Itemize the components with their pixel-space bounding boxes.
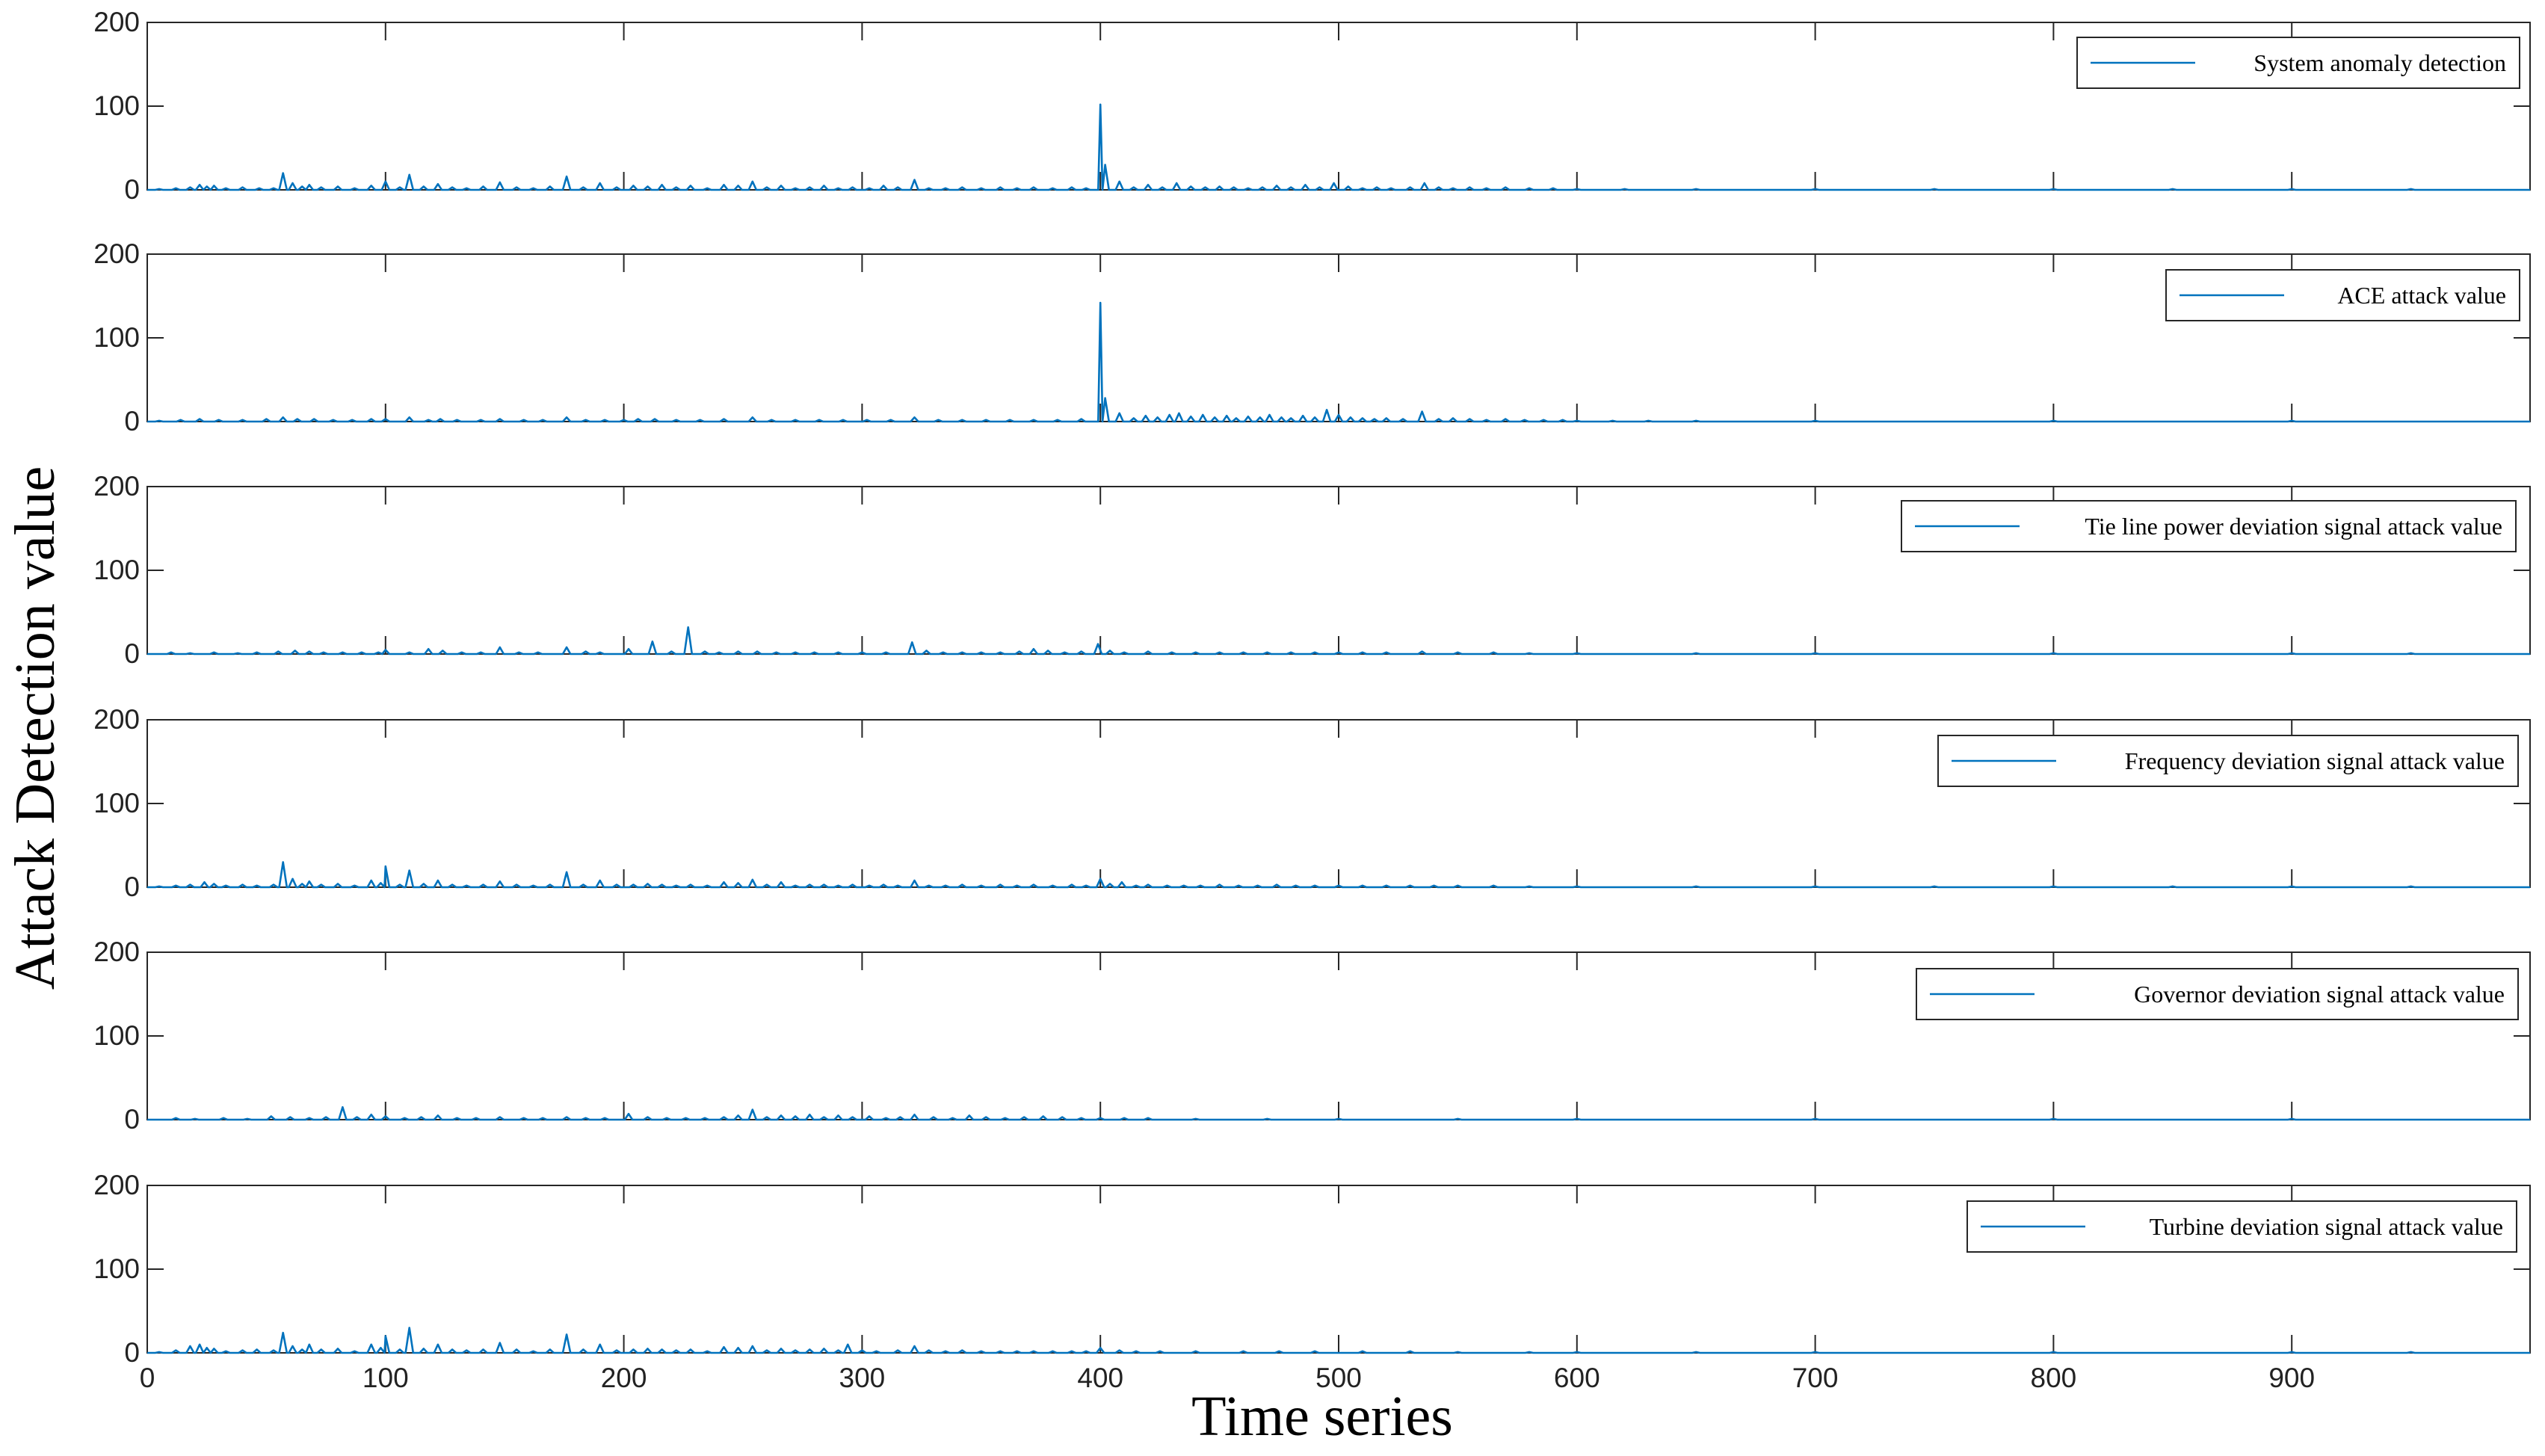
legend: ACE attack value: [2165, 269, 2520, 321]
y-tick-label: 100: [93, 788, 140, 818]
y-tick-label: 100: [93, 322, 140, 353]
y-tick-label: 0: [124, 406, 140, 437]
legend: Frequency deviation signal attack value: [1937, 735, 2519, 787]
legend: Governor deviation signal attack value: [1916, 968, 2519, 1020]
x-tick-label: 600: [1554, 1363, 1600, 1393]
legend-entry: Tie line power deviation signal attack v…: [2085, 513, 2502, 540]
y-axis-title: Attack Detection value: [4, 466, 67, 990]
legend-entry: Frequency deviation signal attack value: [2125, 747, 2505, 774]
x-tick-label: 700: [1792, 1363, 1839, 1393]
subplot-1: 0 100 200 System anomaly detection: [93, 7, 2531, 205]
series-line: [147, 1327, 2530, 1354]
legend-entry: ACE attack value: [2337, 282, 2506, 309]
y-tick-label: 200: [93, 1170, 140, 1200]
y-tick-label: 200: [93, 238, 140, 269]
subplot-6: 0 100 200 Turbine deviation signal attack v…: [93, 1170, 2531, 1393]
y-tick-label: 100: [93, 90, 140, 121]
x-tick-label: 100: [363, 1363, 409, 1393]
y-tick-label: 100: [93, 1253, 140, 1284]
legend: Tie line power deviation signal attack v…: [1901, 500, 2517, 552]
y-tick-label: 0: [124, 638, 140, 669]
x-tick-label: 400: [1077, 1363, 1123, 1393]
series-line: [147, 626, 2530, 655]
x-tick-label: 200: [601, 1363, 647, 1393]
subplot-3: 0 100 200 Tie line power deviation signal a…: [93, 471, 2531, 669]
series-line: [147, 301, 2530, 423]
y-tick-label: 200: [93, 471, 140, 502]
y-tick-label: 0: [124, 1104, 140, 1135]
legend: System anomaly detection: [2076, 37, 2520, 89]
y-tick-label: 100: [93, 1020, 140, 1051]
x-tick-label: 900: [2268, 1363, 2315, 1393]
subplot-4: 0 100 200 Frequency deviation signal attack…: [93, 704, 2531, 902]
y-tick-label: 200: [93, 704, 140, 735]
y-tick-label: 100: [93, 555, 140, 585]
x-tick-label: 0: [140, 1363, 155, 1393]
y-tick-label: 0: [124, 872, 140, 902]
legend: Turbine deviation signal attack value: [1966, 1200, 2517, 1253]
x-tick-label: 500: [1315, 1363, 1362, 1393]
y-tick-label: 200: [93, 7, 140, 37]
subplot-panels: 0 100 200 System anomaly detection 0 100 200 AC…: [93, 7, 2531, 1393]
x-axis-title: Time series: [1191, 1385, 1453, 1448]
legend-entry: System anomaly detection: [2254, 49, 2506, 76]
legend-entry: Turbine deviation signal attack value: [2150, 1213, 2503, 1240]
subplot-5: 0 100 200 Governor deviation signal attack …: [93, 937, 2531, 1135]
x-tick-label: 800: [2031, 1363, 2077, 1393]
series-line: [147, 103, 2530, 191]
legend-entry: Governor deviation signal attack value: [2134, 981, 2505, 1008]
series-line: [147, 1105, 2530, 1121]
x-tick-label: 300: [839, 1363, 886, 1393]
subplot-2: 0 100 200 ACE attack value: [93, 238, 2531, 437]
y-tick-label: 0: [124, 174, 140, 205]
series-line: [147, 861, 2530, 889]
y-tick-label: 200: [93, 937, 140, 967]
y-tick-label: 0: [124, 1337, 140, 1368]
